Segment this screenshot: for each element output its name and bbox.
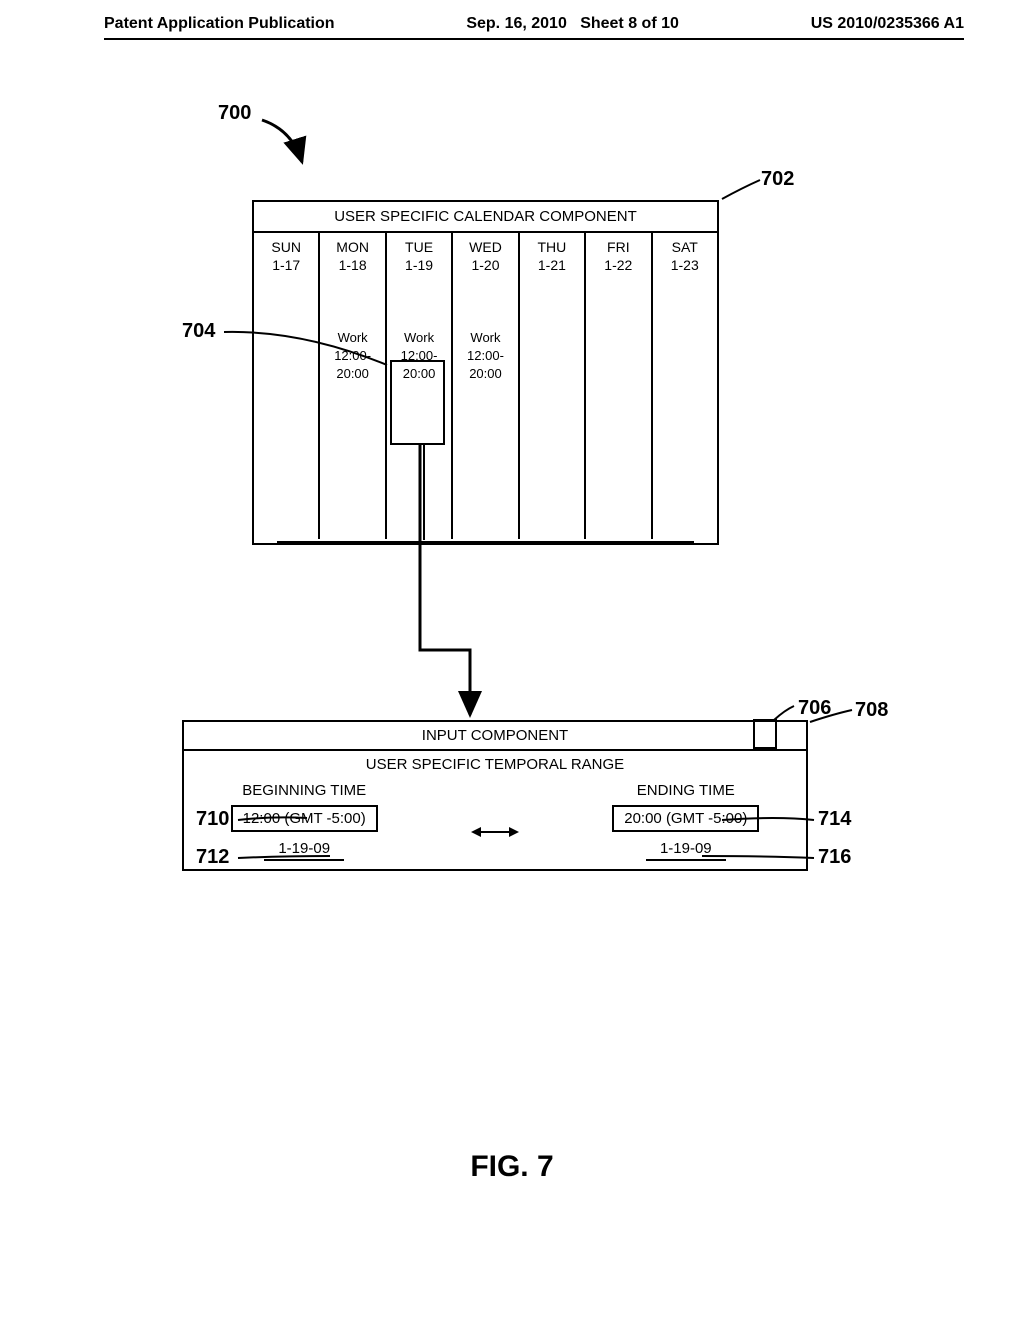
work-entry: Work 12:00- 20:00 [320,329,384,384]
day-cell [586,279,652,539]
calendar-component: USER SPECIFIC CALENDAR COMPONENT SUN1-17… [252,200,719,545]
end-column: ENDING TIME 20:00 (GMT -5:00) 1-19-09 [612,782,759,861]
double-arrow-icon [471,824,519,840]
day-date: 1-22 [604,257,632,279]
temporal-range-row: BEGINNING TIME 12:00 (GMT -5:00) 1-19-09… [184,778,806,869]
ref-704: 704 [182,320,215,343]
page-header: Patent Application Publication Sep. 16, … [0,0,1024,33]
begin-date-box: 1-19-09 [264,838,344,861]
input-subtitle: USER SPECIFIC TEMPORAL RANGE [184,749,806,778]
header-rule [104,38,964,40]
ref-700: 700 [218,102,251,125]
pub-type: Patent Application Publication [104,15,335,33]
sheet-num: Sheet 8 of 10 [580,15,679,32]
ref-714: 714 [818,808,851,831]
calendar-header-row: SUN1-17 MON1-18 TUE1-19 WED1-20 THU1-21 … [254,233,717,279]
day-cell [653,279,717,539]
day-abbr: FRI [607,233,630,257]
work-entry: Work 12:00- 20:00 [453,329,517,384]
begin-label: BEGINNING TIME [242,782,366,799]
end-date-box: 1-19-09 [646,838,726,861]
day-cell [520,279,586,539]
day-date: 1-21 [538,257,566,279]
pub-number: US 2010/0235366 A1 [811,15,964,33]
input-title: INPUT COMPONENT [184,722,806,749]
pub-date: Sep. 16, 2010 [466,15,567,32]
day-abbr: TUE [405,233,433,257]
calendar-underline [277,541,694,543]
day-abbr: WED [469,233,502,257]
ref-716: 716 [818,846,851,869]
input-component: INPUT COMPONENT USER SPECIFIC TEMPORAL R… [182,720,808,871]
ref-708: 708 [855,699,888,722]
ref-706: 706 [798,697,831,720]
day-cell: Work 12:00- 20:00 [453,279,519,539]
day-abbr: THU [538,233,567,257]
begin-time-box: 12:00 (GMT -5:00) [231,805,378,832]
end-label: ENDING TIME [637,782,735,799]
day-abbr: SAT [672,233,698,257]
day-date: 1-19 [405,257,433,279]
day-cell: Work 12:00- 20:00 [320,279,386,539]
day-date: 1-18 [339,257,367,279]
day-date: 1-23 [671,257,699,279]
highlighted-entry [390,360,445,445]
begin-column: BEGINNING TIME 12:00 (GMT -5:00) 1-19-09 [231,782,378,861]
figure-label: FIG. 7 [0,1150,1024,1184]
day-date: 1-20 [471,257,499,279]
arrow-between [471,782,519,861]
end-time-box: 20:00 (GMT -5:00) [612,805,759,832]
day-date: 1-17 [272,257,300,279]
calendar-body-row: Work 12:00- 20:00 Work 12:00- 20:00 Work… [254,279,717,539]
day-abbr: MON [336,233,369,257]
ref-702: 702 [761,168,794,191]
calendar-title: USER SPECIFIC CALENDAR COMPONENT [254,202,717,233]
day-abbr: SUN [271,233,301,257]
day-cell [254,279,320,539]
figure-7-diagram: 700 702 704 706 708 710 714 712 716 USER… [162,110,862,1010]
